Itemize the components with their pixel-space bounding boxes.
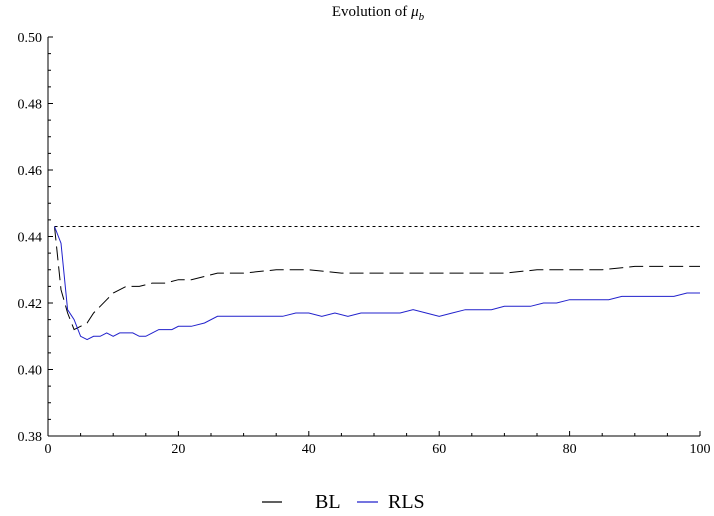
x-tick-label: 80: [563, 442, 577, 457]
axes: 0 20 40 60 80 100 0.38 0.40 0.42 0.44 0.46 0.48 0.50: [18, 31, 711, 457]
x-tick-label: 20: [171, 442, 185, 457]
x-tick-label: 0: [45, 442, 52, 457]
legend-label-bl: BL: [315, 491, 341, 513]
y-tick-label: 0.38: [18, 430, 43, 445]
series-group: [54, 226, 700, 341]
series-line-rls: [54, 226, 700, 341]
x-tick-label: 60: [432, 442, 446, 457]
chart-title-symbol: μ: [410, 4, 419, 20]
chart-title-subscript: b: [419, 11, 425, 23]
y-tick-label: 0.48: [18, 98, 43, 113]
y-tick-label: 0.40: [18, 364, 43, 379]
x-tick-label: 100: [690, 442, 711, 457]
x-tick-label: 40: [302, 442, 316, 457]
legend-label-rls: RLS: [388, 491, 425, 513]
y-tick-label: 0.42: [18, 297, 43, 312]
y-tick-label: 0.50: [18, 31, 43, 46]
series-line-bl: [54, 226, 700, 331]
chart-title: Evolution of μb: [332, 4, 425, 23]
y-tick-label: 0.46: [18, 164, 43, 179]
legend: BL RLS: [262, 491, 425, 513]
y-tick-label: 0.44: [18, 231, 43, 246]
